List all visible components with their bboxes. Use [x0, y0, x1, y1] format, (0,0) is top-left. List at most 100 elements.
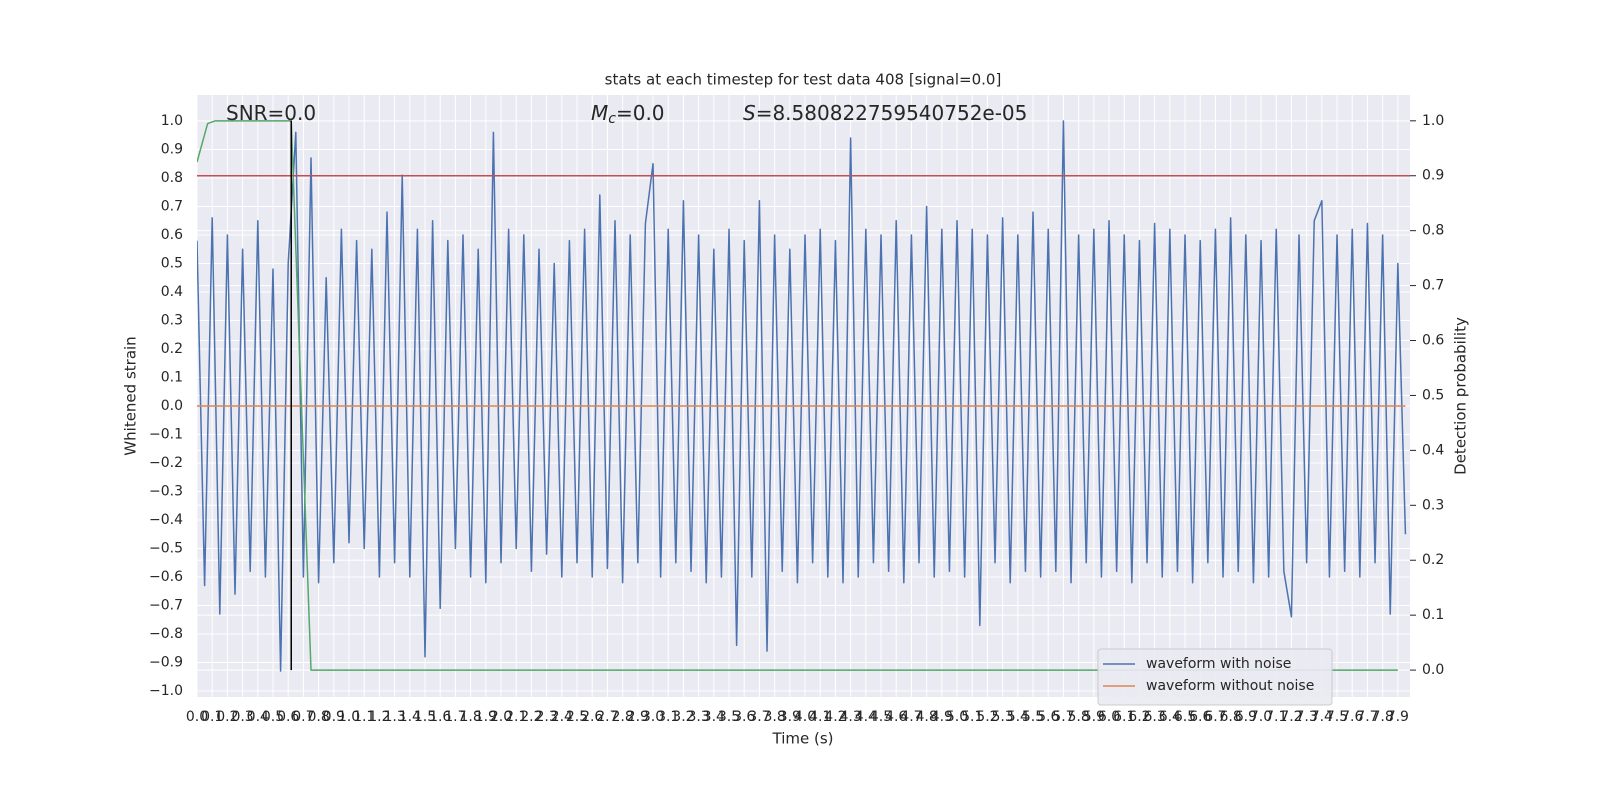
x-tick-label: 6.9 [1235, 709, 1257, 725]
series-line [197, 120, 1398, 671]
x-tick-label: 6.5 [1174, 709, 1196, 725]
x-tick-label: 1.6 [429, 709, 451, 725]
x-tick-label: 5.4 [1007, 709, 1029, 725]
y-tick-label: −0.6 [149, 569, 183, 585]
annotation-symbol: M [591, 101, 608, 125]
x-tick-label: 4.9 [931, 709, 953, 725]
y-tick-label: 0.4 [161, 284, 183, 300]
x-tick-label: 3.9 [779, 709, 801, 725]
x-tick-label: 3.1 [657, 709, 679, 725]
x-tick-label: 4.5 [870, 709, 892, 725]
x-tick-label: 4.0 [794, 709, 816, 725]
x-tick-label: 5.1 [961, 709, 983, 725]
annotation: S=8.580822759540752e-05 [743, 101, 1027, 125]
x-tick-label: 2.7 [596, 709, 618, 725]
x-tick-label: 4.4 [855, 709, 877, 725]
x-tick-label: 7.0 [1250, 709, 1272, 725]
y2-tick-label: 0.3 [1422, 497, 1444, 513]
x-tick-label: 7.9 [1387, 709, 1409, 725]
x-tick-label: 3.3 [687, 709, 709, 725]
y-tick-label: 0.6 [161, 227, 183, 243]
x-tick-label: 7.4 [1311, 709, 1333, 725]
x-tick-label: 6.2 [1128, 709, 1150, 725]
x-tick-label: 6.3 [1143, 709, 1165, 725]
x-tick-label: 1.0 [338, 709, 360, 725]
y-tick-label: −0.2 [149, 455, 183, 471]
x-tick-label: 1.7 [444, 709, 466, 725]
labels: 0.00.10.20.30.40.50.60.70.80.91.01.11.21… [149, 101, 1444, 726]
y2-tick-label: 0.6 [1422, 333, 1444, 349]
x-tick-label: 5.5 [1022, 709, 1044, 725]
x-tick-label: 0.3 [231, 709, 253, 725]
y-tick-label: −0.7 [149, 598, 183, 614]
x-tick-label: 2.4 [551, 709, 573, 725]
x-tick-label: 4.8 [915, 709, 937, 725]
x-tick-label: 1.2 [368, 709, 390, 725]
x-tick-label: 5.3 [991, 709, 1013, 725]
x-tick-label: 6.8 [1220, 709, 1242, 725]
x-tick-label: 6.4 [1159, 709, 1181, 725]
y-tick-label: 1.0 [161, 113, 183, 129]
annotation: Mc=0.0 [591, 101, 665, 128]
y-tick-label: 0.7 [161, 198, 183, 214]
y2-tick-label: 0.4 [1422, 442, 1444, 458]
annotation-subscript: c [608, 111, 616, 127]
y-tick-label: −0.1 [149, 426, 183, 442]
y-tick-label: 0.5 [161, 255, 183, 271]
x-tick-label: 5.0 [946, 709, 968, 725]
x-tick-label: 0.1 [201, 709, 223, 725]
x-tick-label: 0.9 [323, 709, 345, 725]
legend-label: waveform without noise [1146, 678, 1314, 694]
x-tick-label: 3.4 [703, 709, 725, 725]
y2-tick-label: 0.8 [1422, 223, 1444, 239]
x-tick-label: 7.3 [1296, 709, 1318, 725]
x-tick-label: 0.5 [262, 709, 284, 725]
y2-tick-label: 0.7 [1422, 278, 1444, 294]
y2-tick-label: 0.9 [1422, 168, 1444, 184]
x-tick-label: 1.3 [383, 709, 405, 725]
x-tick-label: 2.6 [581, 709, 603, 725]
x-tick-label: 2.0 [490, 709, 512, 725]
x-tick-label: 2.2 [520, 709, 542, 725]
x-tick-label: 3.0 [642, 709, 664, 725]
x-tick-label: 3.5 [718, 709, 740, 725]
annotation-text: =8.580822759540752e-05 [756, 101, 1028, 125]
legend: waveform with noise waveform without nois… [1097, 648, 1333, 706]
x-tick-label: 4.6 [885, 709, 907, 725]
x-tick-label: 2.5 [566, 709, 588, 725]
y-tick-label: 0.9 [161, 141, 183, 157]
x-tick-label: 6.0 [1098, 709, 1120, 725]
annotation-text: =0.0 [616, 101, 665, 125]
plot-lines [197, 120, 1410, 672]
x-tick-label: 3.8 [763, 709, 785, 725]
annotation-text: SNR=0.0 [226, 101, 316, 125]
annotation: SNR=0.0 [226, 101, 316, 125]
x-tick-label: 2.3 [535, 709, 557, 725]
x-tick-label: 2.8 [611, 709, 633, 725]
x-tick-label: 5.7 [1052, 709, 1074, 725]
x-tick-label: 0.4 [247, 709, 269, 725]
x-tick-label: 7.8 [1372, 709, 1394, 725]
x-tick-label: 4.3 [839, 709, 861, 725]
series-line [197, 120, 1407, 672]
chart-title: stats at each timestep for test data 408… [605, 71, 1002, 89]
y-tick-label: −0.3 [149, 483, 183, 499]
y-tick-label: −0.8 [149, 626, 183, 642]
x-tick-label: 2.9 [627, 709, 649, 725]
x-tick-label: 5.2 [976, 709, 998, 725]
x-tick-label: 5.8 [1067, 709, 1089, 725]
x-tick-label: 4.2 [824, 709, 846, 725]
x-tick-label: 0.8 [307, 709, 329, 725]
x-tick-label: 1.4 [399, 709, 421, 725]
x-tick-label: 7.6 [1341, 709, 1363, 725]
x-tick-label: 2.1 [505, 709, 527, 725]
x-tick-label: 6.1 [1113, 709, 1135, 725]
x-tick-label: 1.8 [459, 709, 481, 725]
y2-tick-label: 0.5 [1422, 387, 1444, 403]
y2-tick-label: 1.0 [1422, 113, 1444, 129]
annotation-symbol: S [743, 101, 756, 125]
y-tick-label: −1.0 [149, 683, 183, 699]
x-tick-label: 3.7 [748, 709, 770, 725]
plot-area [197, 95, 1410, 697]
y-axis-label: Whitened strain [122, 336, 140, 455]
